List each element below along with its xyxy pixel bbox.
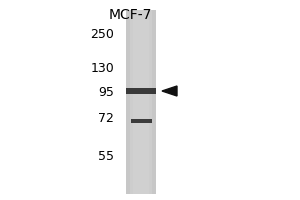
Bar [126,88,156,94]
Text: 250: 250 [90,27,114,40]
Bar [149,10,156,194]
Polygon shape [162,86,177,96]
Bar [152,10,156,194]
Bar [126,10,133,194]
Text: 95: 95 [98,86,114,99]
Bar [126,10,130,194]
Bar [126,10,156,194]
Text: 72: 72 [98,112,114,124]
Text: MCF-7: MCF-7 [109,8,152,22]
Bar [130,119,152,123]
Text: 130: 130 [90,62,114,75]
Text: 55: 55 [98,150,114,162]
